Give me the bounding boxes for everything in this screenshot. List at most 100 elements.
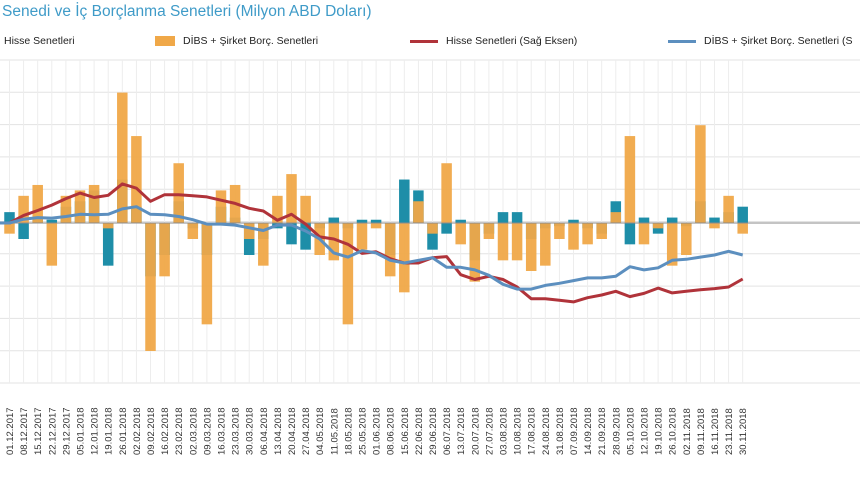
x-tick-label: 13.04.2018 <box>273 407 284 455</box>
x-tick-label: 27.04.2018 <box>301 407 312 455</box>
bar-dibs <box>201 223 213 325</box>
bar-dibs <box>88 184 100 223</box>
bar-hisse <box>455 219 466 223</box>
x-tick-label: 20.04.2018 <box>287 407 298 455</box>
x-tick-label: 30.11.2018 <box>738 408 749 455</box>
x-tick-label: 23.02.2018 <box>174 407 185 455</box>
x-tick-label: 01.12.2017 <box>5 407 16 455</box>
bar-dibs <box>709 223 720 229</box>
legend-item-dibs-line: DİBS + Şirket Borç. Senetleri (S <box>668 35 853 47</box>
bar-dibs <box>18 195 29 223</box>
bar-dibs <box>624 136 636 223</box>
bar-dibs <box>258 223 269 266</box>
chart-title: Senedi ve İç Borçlanma Senetleri (Milyon… <box>2 3 372 20</box>
bar-hisse <box>4 212 15 223</box>
bar-dibs <box>342 223 354 325</box>
x-tick-label: 09.11.2018 <box>696 408 707 455</box>
bar-dibs <box>117 92 128 223</box>
bar-dibs <box>695 125 706 223</box>
x-tick-label: 29.12.2017 <box>61 407 72 455</box>
x-tick-label: 31.08.2018 <box>555 407 566 455</box>
x-tick-label: 19.10.2018 <box>654 407 665 455</box>
bar-dibs <box>582 223 593 245</box>
bar-dibs <box>32 184 43 223</box>
bar-dibs <box>215 190 227 223</box>
bar-dibs <box>328 223 340 261</box>
x-tick-label: 27.07.2018 <box>484 407 495 455</box>
x-tick-label: 26.10.2018 <box>668 407 679 455</box>
x-tick-label: 04.05.2018 <box>315 407 326 455</box>
legend-item-hisse-bar: Hisse Senetleri <box>4 35 75 47</box>
x-tick-label: 09.02.2018 <box>146 407 157 455</box>
bar-dibs <box>540 223 551 266</box>
bar-dibs <box>596 223 607 239</box>
bar-dibs <box>525 223 537 271</box>
x-tick-label: 01.06.2018 <box>372 407 383 455</box>
bar-dibs <box>187 223 199 239</box>
bar-dibs <box>737 223 748 234</box>
bar-hisse <box>511 212 523 223</box>
x-tick-label: 10.08.2018 <box>513 407 524 455</box>
x-tick-label: 05.10.2018 <box>625 407 636 455</box>
bar-dibs <box>441 163 452 223</box>
x-tick-label: 20.07.2018 <box>470 407 481 455</box>
bar-hisse <box>441 223 452 234</box>
bar-dibs <box>46 223 58 266</box>
bar-dibs <box>102 223 114 229</box>
x-tick-label: 14.09.2018 <box>583 407 594 455</box>
x-tick-label: 21.09.2018 <box>597 407 608 455</box>
bar-dibs <box>652 223 664 229</box>
legend-swatch-hisse-line <box>410 39 438 43</box>
x-tick-label: 06.04.2018 <box>259 407 270 455</box>
bar-hisse <box>652 223 664 234</box>
x-tick-label: 25.05.2018 <box>358 407 369 455</box>
bar-hisse <box>356 219 368 223</box>
legend-label-hisse-bar: Hisse Senetleri <box>4 35 75 47</box>
bar-dibs <box>272 195 283 223</box>
x-tick-label: 02.03.2018 <box>188 407 199 455</box>
x-tick-label: 02.11.2018 <box>682 408 693 455</box>
bar-hisse <box>737 206 748 223</box>
x-tick-label: 16.02.2018 <box>160 407 171 455</box>
x-tick-label: 28.09.2018 <box>611 407 622 455</box>
bar-hisse <box>102 223 114 266</box>
x-tick-label: 11.05.2018 <box>329 408 340 455</box>
bar-hisse <box>624 223 636 245</box>
bar-dibs <box>413 201 424 223</box>
bar-dibs <box>60 195 72 223</box>
x-tick-label: 12.10.2018 <box>640 407 651 455</box>
bar-dibs <box>554 223 565 239</box>
x-tick-label: 22.06.2018 <box>414 407 425 455</box>
bar-hisse <box>497 212 509 223</box>
x-tick-label: 06.07.2018 <box>442 407 453 455</box>
bar-dibs <box>723 195 734 223</box>
bar-dibs <box>483 223 495 239</box>
bar-hisse <box>568 219 579 223</box>
x-tick-label: 09.03.2018 <box>202 407 213 455</box>
x-tick-label: 13.07.2018 <box>456 407 467 455</box>
x-tick-label: 03.08.2018 <box>499 407 510 455</box>
bar-dibs <box>427 223 438 234</box>
bar-dibs <box>356 223 368 250</box>
bar-dibs <box>159 223 170 277</box>
bar-hisse <box>666 217 678 223</box>
x-tick-label: 30.03.2018 <box>245 407 256 455</box>
bar-dibs <box>370 223 382 229</box>
legend-label-hisse-line: Hisse Senetleri (Sağ Eksen) <box>446 35 578 47</box>
x-tick-label: 08.06.2018 <box>386 407 397 455</box>
x-tick-label: 16.11.2018 <box>710 408 721 455</box>
bar-dibs <box>74 190 86 223</box>
legend-item-dibs-bar: DİBS + Şirket Borç. Senetleri <box>155 35 318 47</box>
bar-hisse <box>709 217 720 223</box>
legend-item-hisse-line: Hisse Senetleri (Sağ Eksen) <box>410 35 577 47</box>
bar-hisse <box>286 223 297 245</box>
x-tick-label: 16.03.2018 <box>217 407 228 455</box>
legend-label-dibs-bar: DİBS + Şirket Borç. Senetleri <box>183 35 319 47</box>
x-tick-label: 17.08.2018 <box>527 407 538 455</box>
bar-dibs <box>469 223 481 282</box>
bar-dibs <box>568 223 579 250</box>
bar-dibs <box>455 223 466 245</box>
x-tick-label: 15.12.2017 <box>33 407 44 455</box>
bar-dibs <box>610 212 622 223</box>
bar-dibs <box>4 223 15 234</box>
